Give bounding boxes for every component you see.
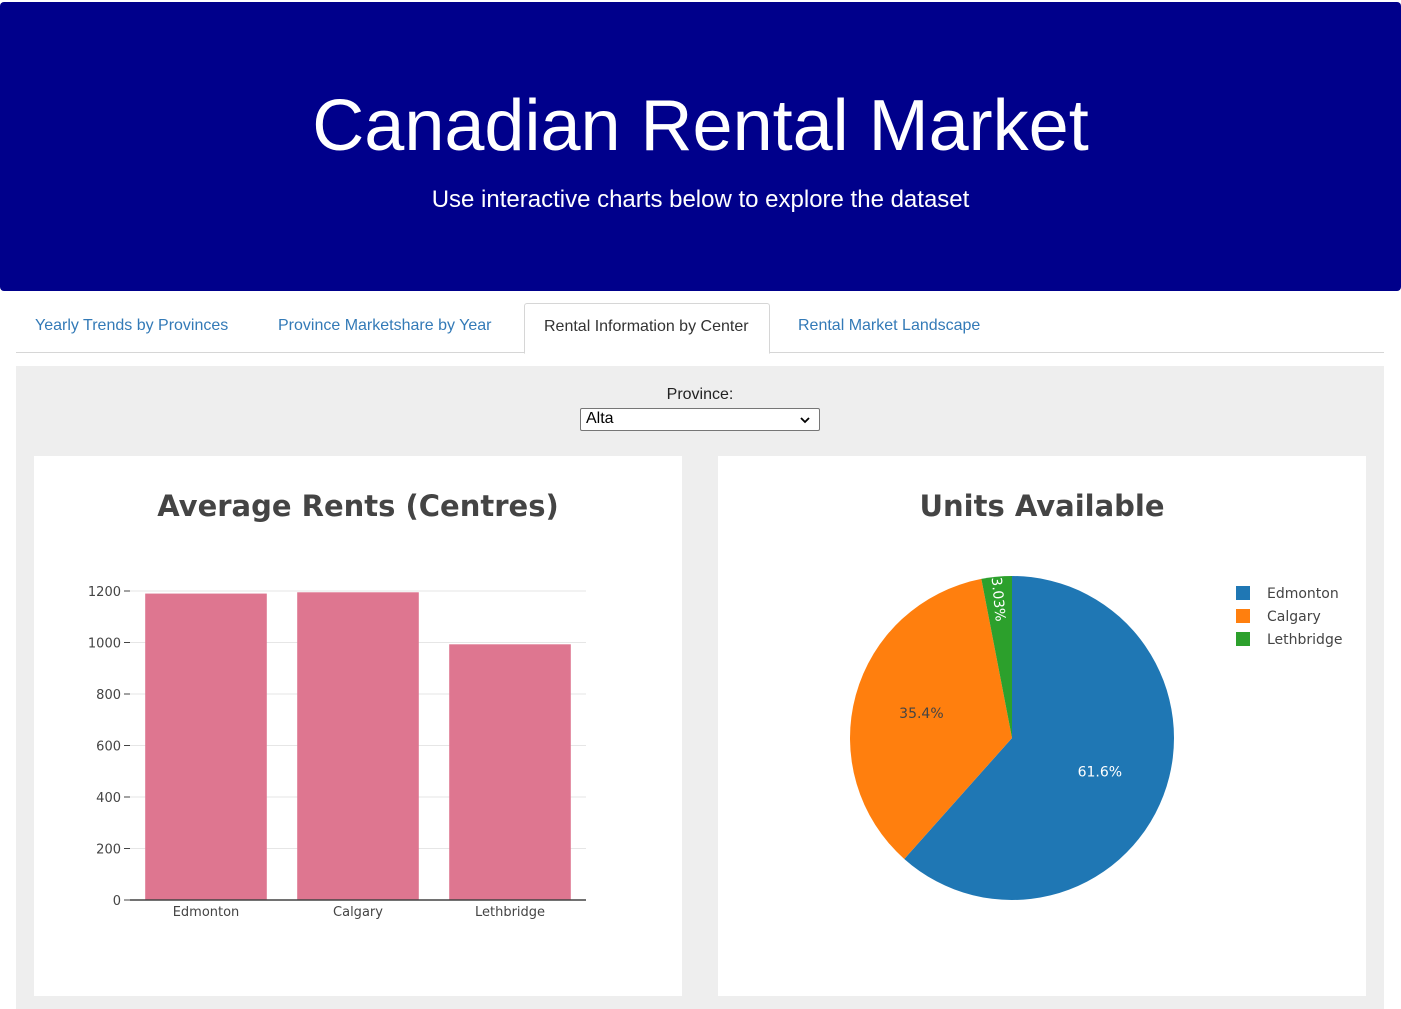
slice-label: 35.4% xyxy=(899,706,943,722)
province-select-value: Alta xyxy=(586,410,614,427)
y-tick-label: 200 xyxy=(96,843,121,858)
tab-content: Province: Alta Average Rents (Centres) 0 2… xyxy=(16,366,1384,1009)
y-tick-label: 400 xyxy=(96,791,121,806)
y-tick-label: 800 xyxy=(96,688,121,703)
tab-yearly-trends[interactable]: Yearly Trends by Provinces xyxy=(35,317,229,334)
chart-title: Average Rents (Centres) xyxy=(157,489,558,523)
province-label: Province: xyxy=(666,386,734,403)
slice-label: 3.03% xyxy=(988,577,1008,623)
pie-slice xyxy=(981,576,1012,738)
page-header: Canadian Rental Market Use interactive c… xyxy=(0,2,1401,291)
bar xyxy=(449,644,571,900)
x-tick-label: Lethbridge xyxy=(475,905,545,920)
legend-swatch xyxy=(1236,609,1250,623)
bar xyxy=(297,592,419,900)
y-tick-label: 1000 xyxy=(88,637,121,652)
y-tick-label: 1200 xyxy=(88,585,121,600)
tab-province-marketshare[interactable]: Province Marketshare by Year xyxy=(278,317,492,334)
pie-chart: Units Available 61.6% 35.4% 3.03% Edmonton Ca… xyxy=(850,489,1342,900)
tab-rental-information[interactable]: Rental Information by Center xyxy=(524,303,770,354)
legend-swatch xyxy=(1236,586,1250,600)
tab-bar: Yearly Trends by Provinces Province Mark… xyxy=(16,303,1384,354)
page-subtitle: Use interactive charts below to explore … xyxy=(431,186,970,213)
bar-chart: Average Rents (Centres) 0 200 400 600 800 1000… xyxy=(88,489,586,920)
pie-slice xyxy=(850,578,1012,859)
province-select[interactable]: Alta xyxy=(580,408,820,431)
chevron-down-icon xyxy=(800,417,810,424)
pie-slice xyxy=(904,576,1174,900)
legend-label: Lethbridge xyxy=(1267,632,1342,648)
page-title: Canadian Rental Market xyxy=(312,86,1089,166)
x-tick-label: Edmonton xyxy=(173,905,240,920)
x-tick-label: Calgary xyxy=(333,905,383,920)
y-tick-label: 0 xyxy=(113,894,121,909)
y-tick-label: 600 xyxy=(96,740,121,755)
bar xyxy=(145,593,267,900)
legend-label: Edmonton xyxy=(1267,586,1339,602)
pie-chart-panel: Units Available 61.6% 35.4% 3.03% Edmonton Ca… xyxy=(718,456,1366,996)
chart-title: Units Available xyxy=(919,489,1164,523)
slice-label: 61.6% xyxy=(1078,764,1122,780)
legend-swatch xyxy=(1236,632,1250,646)
tab-rental-market-landscape[interactable]: Rental Market Landscape xyxy=(798,317,981,334)
legend-label: Calgary xyxy=(1267,609,1321,625)
bar-chart-panel: Average Rents (Centres) 0 200 400 600 800 1000… xyxy=(34,456,682,996)
